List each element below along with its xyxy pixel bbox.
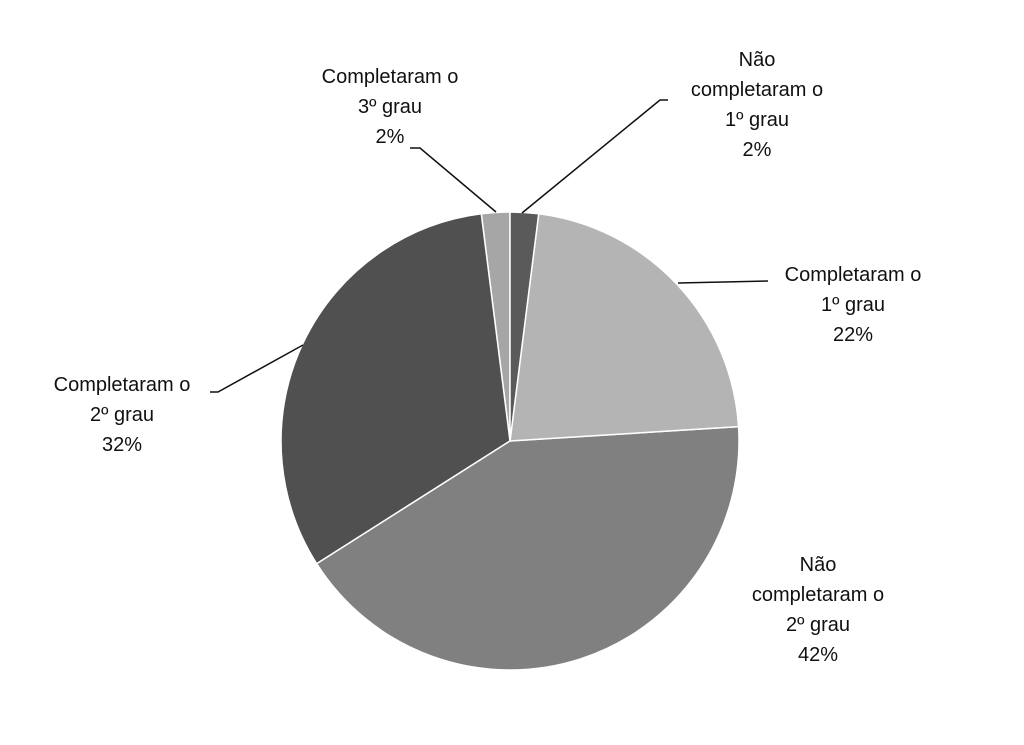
category-label: Não completaram o 2º grau (751, 554, 885, 636)
pie-slice (280, 212, 511, 565)
value-label: 42% (797, 644, 839, 666)
slice-label: Não completaram o 2º grau 42% (742, 550, 894, 670)
pie-slice (509, 211, 540, 442)
leader-line (410, 147, 497, 213)
slice-label: Não completaram o 1º grau 2% (681, 45, 833, 165)
category-label: Não completaram o 1º grau (690, 49, 824, 131)
pie-slice (509, 212, 740, 442)
category-label: Completaram o 3º grau (321, 66, 459, 118)
leader-line (677, 280, 769, 284)
leader-line (210, 344, 304, 393)
pie-slice (315, 425, 740, 671)
value-label: 2% (375, 126, 405, 148)
leader-line (521, 99, 668, 214)
category-label: Completaram o 1º grau (784, 264, 922, 316)
slice-label: Completaram o 1º grau 22% (773, 260, 933, 350)
value-label: 2% (742, 139, 772, 161)
category-label: Completaram o 2º grau (53, 374, 191, 426)
slice-label: Completaram o 2º grau 32% (42, 370, 202, 460)
value-label: 32% (101, 434, 143, 456)
value-label: 22% (832, 324, 874, 346)
slice-label: Completaram o 3º grau 2% (310, 62, 470, 152)
